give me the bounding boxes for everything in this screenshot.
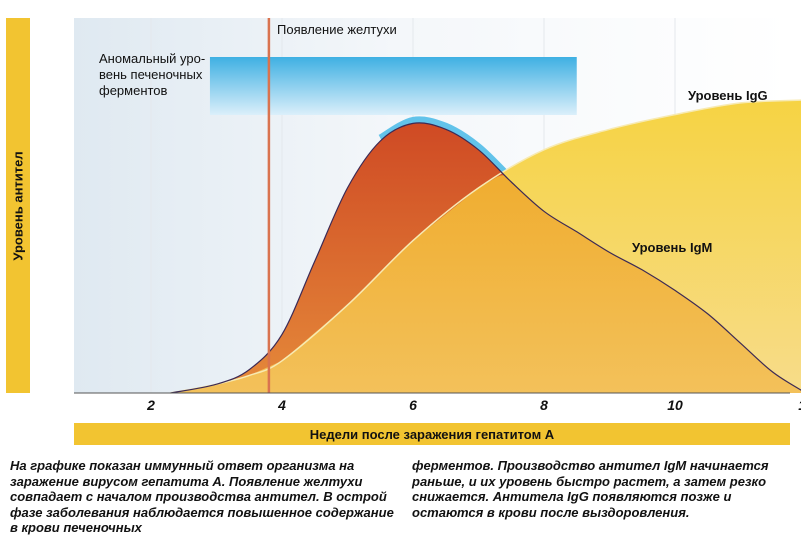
- x-tick-label: 4: [277, 397, 286, 413]
- x-tick-label: 6: [409, 397, 417, 413]
- jaundice-label: Появление желтухи: [277, 22, 397, 37]
- x-tick-label: 12: [798, 397, 801, 413]
- x-tick-label: 8: [540, 397, 548, 413]
- igg-label: Уровень IgG: [688, 88, 768, 103]
- x-axis-label: Недели после заражения гепатитом А: [309, 426, 555, 442]
- enzymes-label-line3: ферментов: [99, 83, 168, 98]
- x-axis-label-band: Недели после заражения гепатитом А: [74, 423, 790, 445]
- x-tick-label: 2: [146, 397, 155, 413]
- x-tick-label: 10: [667, 397, 683, 413]
- igm-igg-overlap-area: [170, 175, 801, 393]
- antibody-chart: 2 4 6 8 10 12 Появление желтухи Аномальный ур…: [74, 18, 801, 413]
- igm-label: Уровень IgM: [632, 240, 712, 255]
- igg-line: [170, 99, 801, 394]
- enzyme-halo: [378, 116, 514, 182]
- enzymes-label-line2: вень печеночных: [99, 67, 203, 82]
- caption-right: ферментов. Производство антител IgM начи…: [412, 458, 769, 520]
- x-tick-labels: 2 4 6 8 10 12: [146, 397, 801, 413]
- y-axis-label-band: [6, 18, 30, 393]
- caption-left: На графике показан иммунный ответ органи…: [10, 458, 394, 535]
- enzymes-label-line1: Аномальный уро-: [99, 51, 205, 66]
- enzyme-band: [209, 57, 577, 115]
- igm-line: [170, 122, 801, 394]
